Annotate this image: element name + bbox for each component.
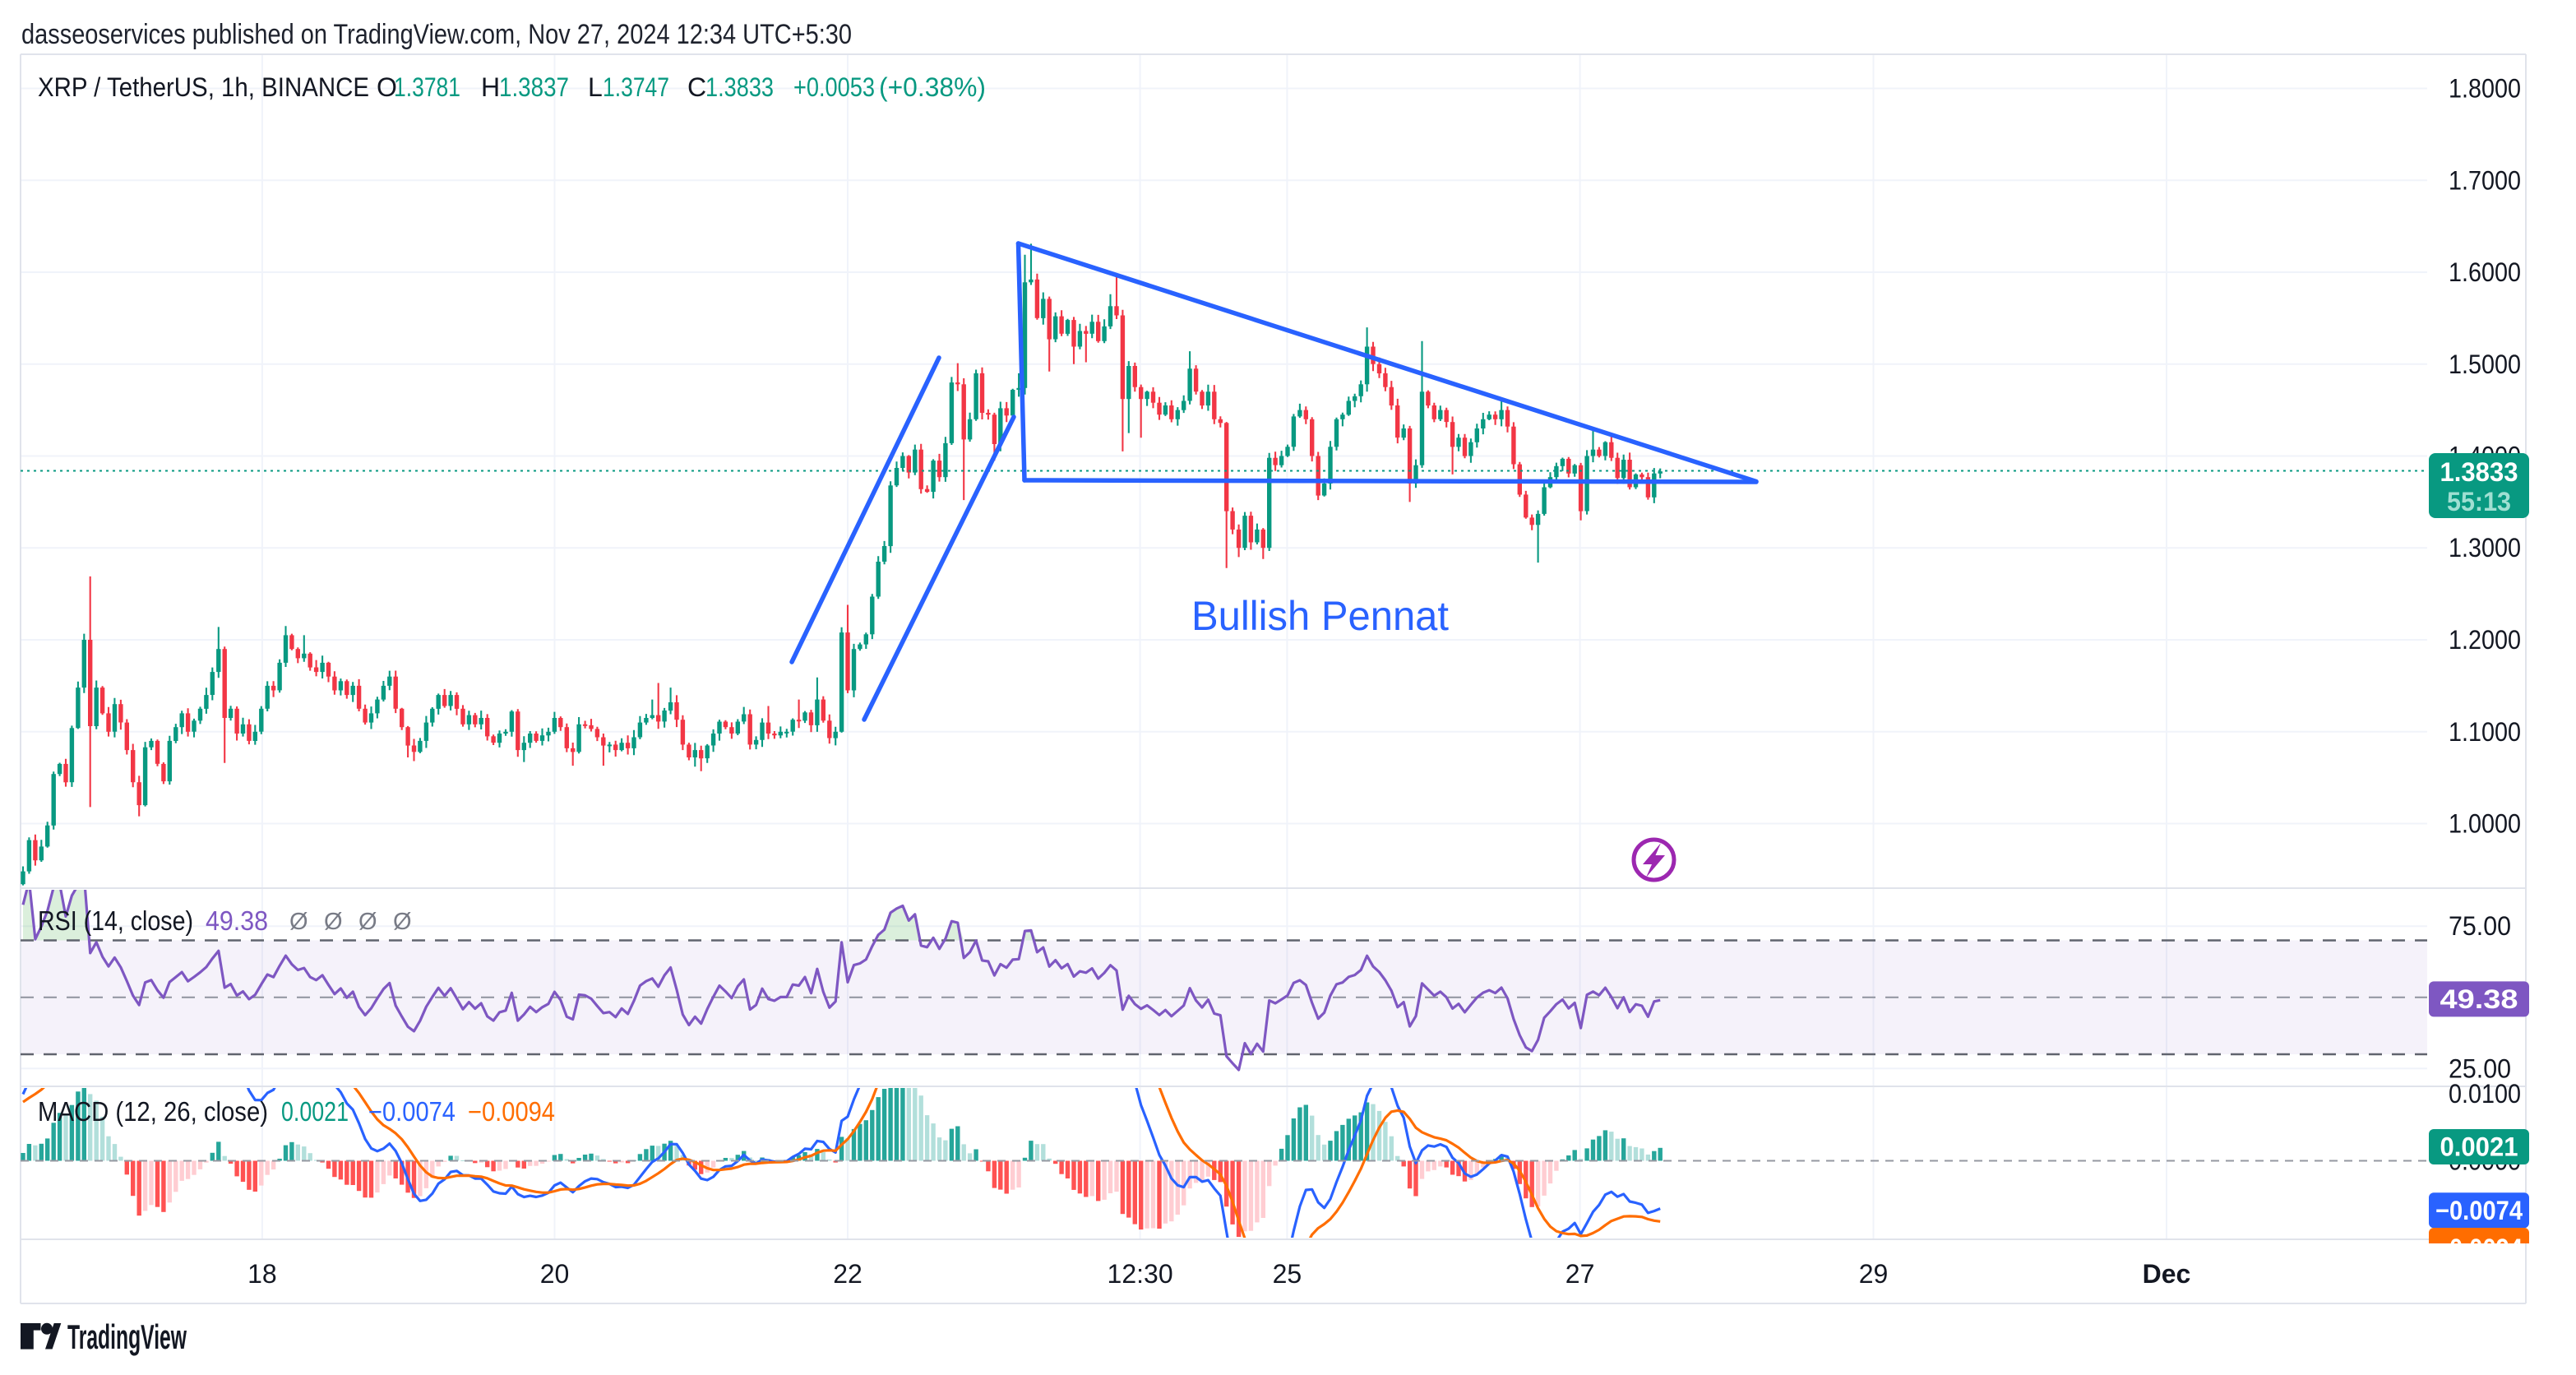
svg-text:1.5000: 1.5000 [2449, 350, 2521, 379]
svg-text:18: 18 [247, 1259, 277, 1289]
svg-text:1.2000: 1.2000 [2449, 625, 2521, 655]
svg-text:C: C [687, 72, 706, 102]
svg-text:1.8000: 1.8000 [2449, 74, 2521, 104]
svg-text:27: 27 [1565, 1259, 1595, 1289]
svg-text:0.0100: 0.0100 [2449, 1079, 2521, 1109]
svg-text:0.0021: 0.0021 [281, 1096, 349, 1127]
svg-text:25.00: 25.00 [2449, 1053, 2511, 1083]
svg-text:1.3837: 1.3837 [499, 72, 569, 102]
svg-text:1.6000: 1.6000 [2449, 257, 2521, 287]
svg-text:MACD (12, 26, close): MACD (12, 26, close) [38, 1096, 268, 1127]
svg-text:1.3781: 1.3781 [394, 72, 460, 102]
svg-text:Dec: Dec [2143, 1259, 2191, 1289]
svg-text:Ø: Ø [393, 909, 412, 935]
svg-text:49.38: 49.38 [2440, 984, 2518, 1014]
svg-text:12:30: 12:30 [1108, 1259, 1173, 1289]
svg-text:−0.0074: −0.0074 [2435, 1196, 2523, 1225]
svg-text:Ø: Ø [289, 909, 308, 935]
svg-text:XRP / TetherUS, 1h, BINANCE: XRP / TetherUS, 1h, BINANCE [38, 72, 369, 102]
svg-text:Ø: Ø [358, 909, 377, 935]
svg-text:1.0000: 1.0000 [2449, 809, 2521, 839]
svg-text:1.1000: 1.1000 [2449, 717, 2521, 747]
svg-text:O: O [377, 72, 397, 102]
svg-text:29: 29 [1859, 1259, 1889, 1289]
svg-text:1.3833: 1.3833 [705, 72, 774, 102]
svg-text:55:13: 55:13 [2447, 487, 2511, 516]
svg-text:−0.0074: −0.0074 [368, 1096, 456, 1127]
svg-text:RSI (14, close): RSI (14, close) [38, 905, 193, 936]
svg-text:49.38: 49.38 [206, 905, 268, 936]
svg-text:L: L [588, 72, 603, 102]
svg-text:−0.0094: −0.0094 [468, 1096, 555, 1127]
svg-text:−0.0094: −0.0094 [2435, 1234, 2523, 1263]
svg-text:1.3000: 1.3000 [2449, 533, 2521, 562]
svg-text:TradingView: TradingView [67, 1317, 187, 1356]
svg-text:1.7000: 1.7000 [2449, 165, 2521, 195]
svg-text:25: 25 [1273, 1259, 1302, 1289]
svg-text:22: 22 [833, 1259, 863, 1289]
svg-text:+0.0053: +0.0053 [793, 72, 875, 102]
svg-text:dasseoservices published on Tr: dasseoservices published on TradingView.… [21, 19, 852, 50]
svg-text:1.3747: 1.3747 [603, 72, 669, 102]
svg-text:75.00: 75.00 [2449, 911, 2511, 941]
svg-text:Ø: Ø [324, 909, 343, 935]
svg-text:Bullish Pennat: Bullish Pennat [1191, 593, 1449, 639]
svg-text:H: H [481, 72, 500, 102]
svg-text:0.0021: 0.0021 [2440, 1132, 2518, 1162]
svg-text:1.3833: 1.3833 [2440, 457, 2518, 487]
svg-text:(+0.38%): (+0.38%) [879, 72, 986, 102]
svg-text:20: 20 [540, 1259, 570, 1289]
